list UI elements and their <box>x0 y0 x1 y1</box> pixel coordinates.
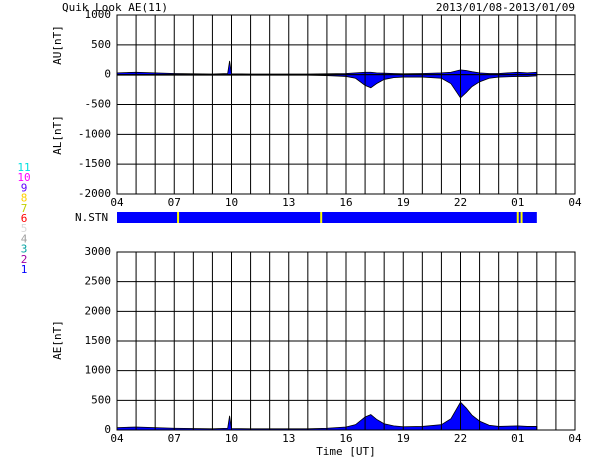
x-tick-label: 10 <box>225 432 238 445</box>
station-legend: 11 <box>17 161 30 174</box>
y-axis-label: AL[nT] <box>51 115 64 155</box>
x-tick-label: 07 <box>168 196 181 209</box>
y-tick-label: 0 <box>104 68 111 81</box>
station-legend: 2 <box>21 253 28 266</box>
y-tick-label: 3000 <box>85 245 112 258</box>
x-tick-label: 01 <box>511 196 524 209</box>
x-tick-label: 01 <box>511 432 524 445</box>
nstn-bar <box>117 212 537 223</box>
x-tick-label: 13 <box>282 432 295 445</box>
y-tick-label: 500 <box>91 393 111 406</box>
y-tick-label: -500 <box>85 98 112 111</box>
nstn-drop <box>520 212 523 223</box>
station-legend: 7 <box>21 202 28 215</box>
y-tick-label: 500 <box>91 38 111 51</box>
y-tick-label: 0 <box>104 423 111 436</box>
x-tick-label: 16 <box>339 196 352 209</box>
nstn-label: N.STN <box>75 211 108 224</box>
station-legend: 6 <box>21 212 28 225</box>
x-tick-label: 13 <box>282 196 295 209</box>
x-tick-label: 16 <box>339 432 352 445</box>
x-axis-label: Time [UT] <box>316 445 376 458</box>
y-tick-label: -2000 <box>78 187 111 200</box>
station-legend: 8 <box>21 192 28 205</box>
y-tick-label: -1500 <box>78 157 111 170</box>
x-tick-label: 04 <box>568 432 582 445</box>
x-tick-label: 10 <box>225 196 238 209</box>
nstn-drop <box>320 212 323 223</box>
x-tick-label: 19 <box>397 432 410 445</box>
plot-frame <box>116 14 576 195</box>
plot-frame <box>116 251 576 431</box>
x-tick-label: 22 <box>454 432 467 445</box>
nstn-drop <box>516 212 519 223</box>
x-tick-label: 04 <box>110 196 124 209</box>
x-tick-label: 07 <box>168 432 181 445</box>
chart-title: Quik Look AE(11) <box>62 1 168 14</box>
y-tick-label: 1000 <box>85 8 112 21</box>
station-legend: 9 <box>21 181 28 194</box>
y-axis-label: AE[nT] <box>51 320 64 360</box>
x-tick-label: 04 <box>110 432 124 445</box>
station-legend: 10 <box>17 171 30 184</box>
station-legend: 1 <box>21 263 28 276</box>
y-tick-label: 1500 <box>85 334 112 347</box>
x-tick-label: 22 <box>454 196 467 209</box>
x-tick-label: 19 <box>397 196 410 209</box>
y-tick-label: 2500 <box>85 275 112 288</box>
y-tick-label: -1000 <box>78 127 111 140</box>
station-legend: 3 <box>21 243 28 256</box>
y-axis-label: AU[nT] <box>51 25 64 65</box>
date-range: 2013/01/08-2013/01/09 <box>436 1 575 14</box>
nstn-drop <box>177 212 180 223</box>
station-legend: 5 <box>21 222 28 235</box>
station-legend: 4 <box>21 232 28 245</box>
y-tick-label: 1000 <box>85 364 112 377</box>
y-tick-label: 2000 <box>85 304 112 317</box>
x-tick-label: 04 <box>568 196 582 209</box>
